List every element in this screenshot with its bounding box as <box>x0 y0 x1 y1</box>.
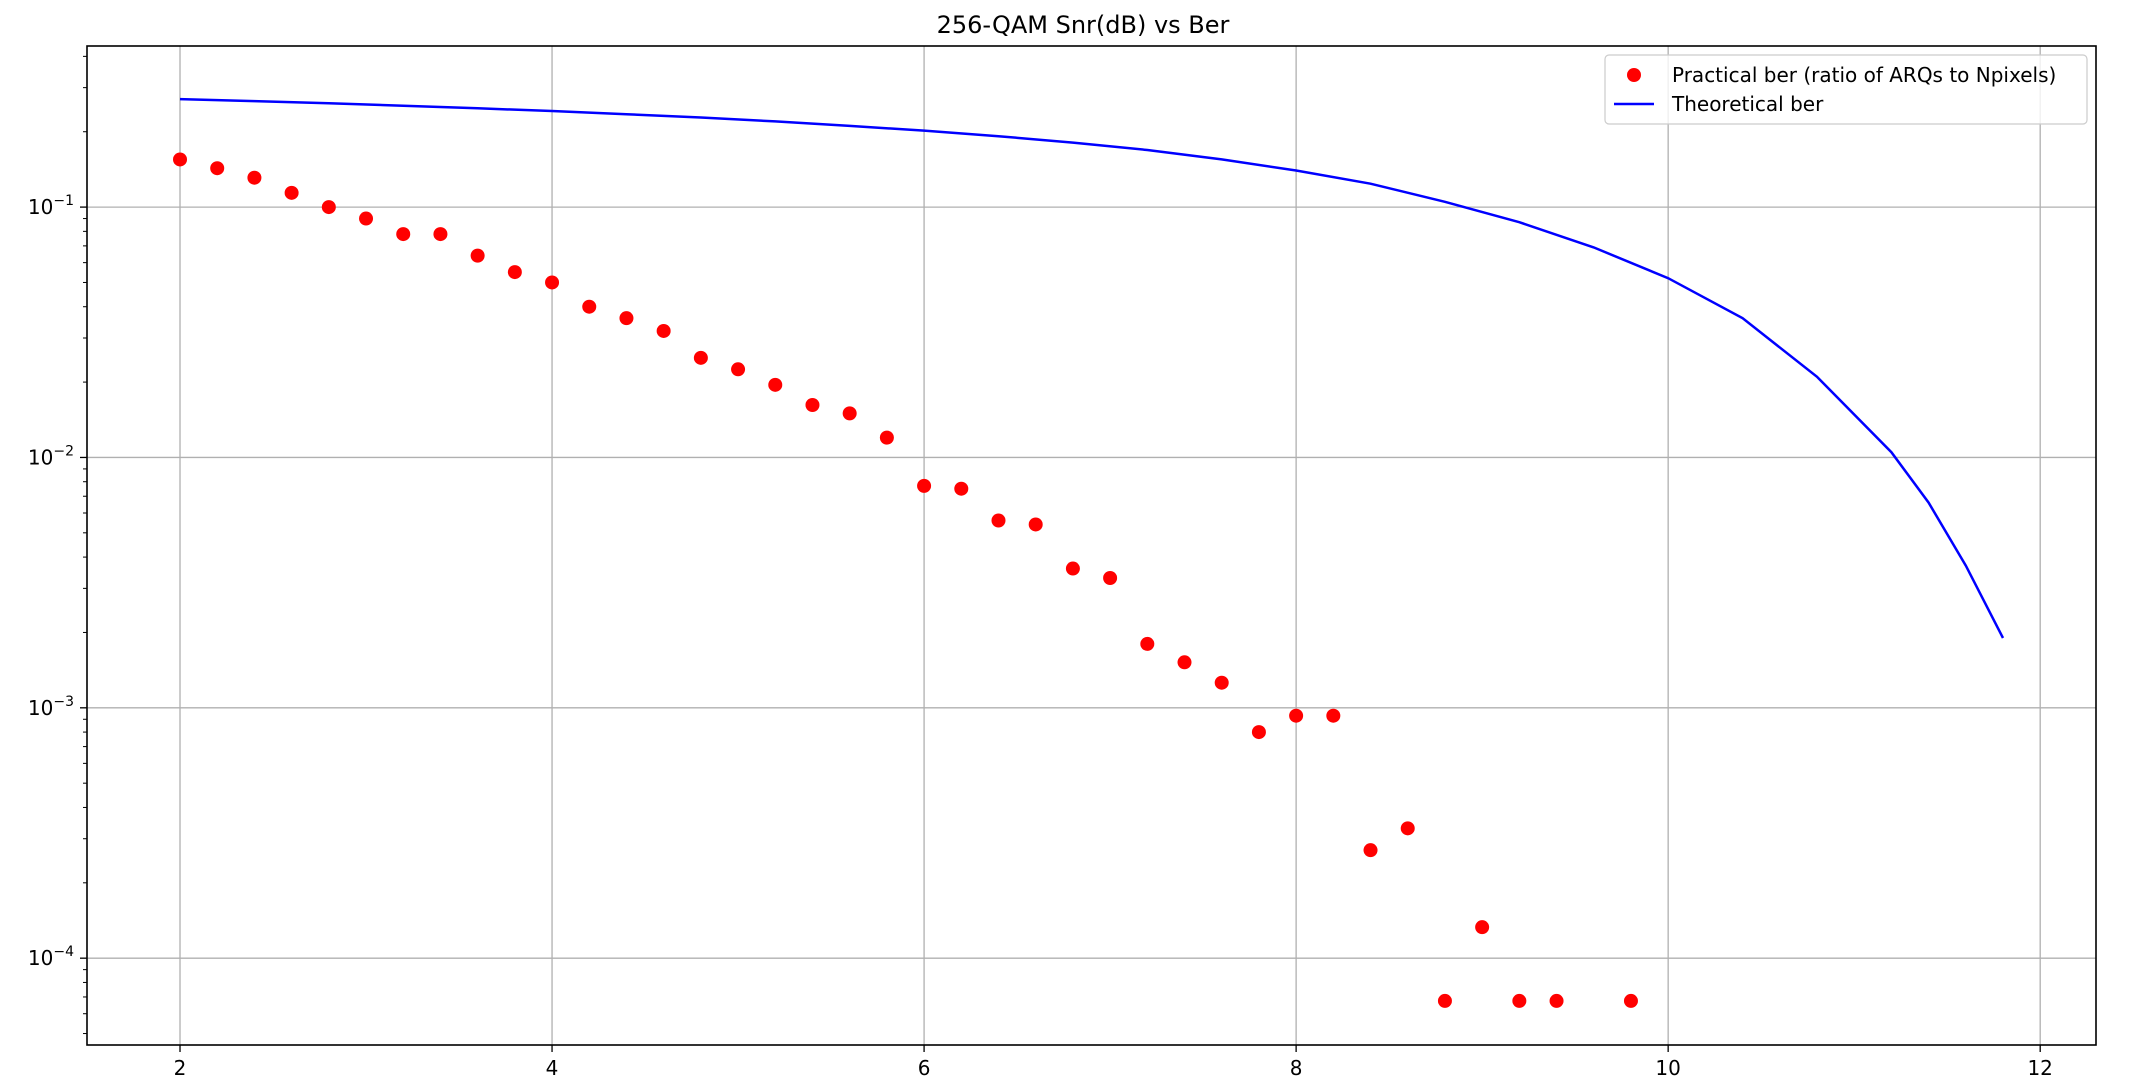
practical-ber-point <box>321 200 336 215</box>
practical-ber-point <box>1512 993 1527 1008</box>
practical-ber-point <box>396 227 411 242</box>
practical-ber-point <box>507 265 522 280</box>
practical-ber-point <box>1251 725 1266 740</box>
practical-ber-point <box>433 227 448 242</box>
practical-ber-point <box>284 185 299 200</box>
plot-area-frame <box>86 45 2097 1046</box>
practical-ber-point <box>1623 993 1638 1008</box>
x-tick-label: 4 <box>546 1056 559 1080</box>
practical-ber-point <box>1326 708 1341 723</box>
practical-ber-point <box>656 323 671 338</box>
practical-ber-point <box>917 478 932 493</box>
practical-ber-point <box>768 377 783 392</box>
x-tick-label: 8 <box>1290 1056 1303 1080</box>
y-tick-label: 10−3 <box>28 694 74 720</box>
practical-ber-point <box>470 248 485 263</box>
y-tick-label: 10−1 <box>28 193 74 219</box>
y-axis: 10−1 10−2 10−3 10−4 <box>28 55 87 1035</box>
practical-ber-point <box>545 275 560 290</box>
practical-ber-point <box>1214 675 1229 690</box>
x-tick-label: 6 <box>918 1056 931 1080</box>
practical-ber-point <box>1177 655 1192 670</box>
practical-ber-point <box>1028 517 1043 532</box>
legend-marker-practical <box>1627 68 1641 82</box>
practical-ber-point <box>210 161 225 176</box>
y-tick-label: 10−4 <box>28 944 74 970</box>
practical-ber-point <box>842 406 857 421</box>
practical-ber-point <box>1437 993 1452 1008</box>
practical-ber-point <box>731 362 746 377</box>
practical-ber-point <box>879 430 894 445</box>
legend: Practical ber (ratio of ARQs to Npixels)… <box>1604 54 2088 125</box>
practical-ber-point <box>1140 636 1155 651</box>
x-tick-label: 10 <box>1655 1056 1680 1080</box>
practical-ber-point <box>1103 571 1118 586</box>
practical-ber-point <box>1549 993 1564 1008</box>
practical-ber-point <box>1400 821 1415 836</box>
practical-ber-point <box>991 513 1006 528</box>
practical-ber-point <box>359 211 374 226</box>
x-tick-label: 2 <box>174 1056 187 1080</box>
series-layer <box>173 97 2005 1008</box>
practical-ber-point <box>173 152 188 167</box>
practical-ber-point <box>805 398 820 413</box>
legend-box <box>1604 54 2088 125</box>
practical-ber-point <box>954 481 969 496</box>
legend-label-practical: Practical ber (ratio of ARQs to Npixels) <box>1672 63 2056 87</box>
legend-label-theoretical: Theoretical ber <box>1671 92 1824 116</box>
practical-ber-point <box>619 311 634 326</box>
x-tick-label: 12 <box>2027 1056 2052 1080</box>
practical-ber-point <box>582 299 597 314</box>
practical-ber-point <box>1065 561 1080 576</box>
practical-ber-point <box>1475 920 1490 935</box>
practical-ber-point <box>247 170 262 185</box>
practical-ber-point <box>1363 843 1378 858</box>
practical-ber-point <box>693 350 708 365</box>
y-tick-label: 10−2 <box>28 443 74 469</box>
theoretical-ber-line <box>179 97 2005 639</box>
grid-lines <box>87 46 2096 1045</box>
x-axis: 2 4 6 8 10 12 <box>174 1045 2053 1080</box>
practical-ber-point <box>1289 708 1304 723</box>
chart-title: 256-QAM Snr(dB) vs Ber <box>937 11 1230 39</box>
